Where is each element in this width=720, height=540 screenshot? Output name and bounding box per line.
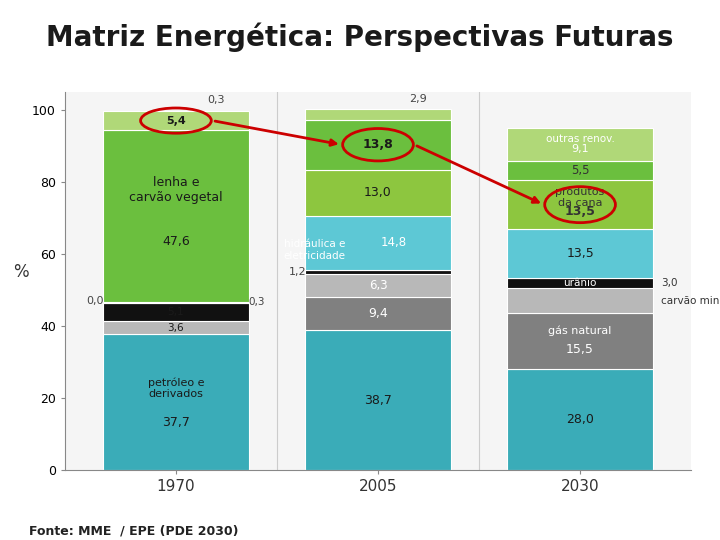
Text: 0,3: 0,3 <box>248 297 265 307</box>
Bar <box>103 302 248 303</box>
Bar <box>508 313 653 369</box>
Y-axis label: %: % <box>13 263 29 281</box>
Bar <box>508 128 653 160</box>
Text: carvão mineral  6,9: carvão mineral 6,9 <box>661 296 720 306</box>
Bar <box>508 278 653 288</box>
Bar <box>305 269 451 274</box>
Bar <box>305 170 451 217</box>
Text: 5,1: 5,1 <box>168 307 184 317</box>
Text: produtos
da cana: produtos da cana <box>555 186 605 208</box>
Text: 9,4: 9,4 <box>368 307 388 320</box>
Bar <box>305 296 451 330</box>
Text: petróleo e
derivados: petróleo e derivados <box>148 377 204 400</box>
Text: 13,0: 13,0 <box>364 186 392 199</box>
Bar <box>305 330 451 470</box>
Text: gás natural: gás natural <box>549 326 612 336</box>
Text: 14,8: 14,8 <box>381 237 408 249</box>
Bar <box>508 180 653 229</box>
Bar <box>103 111 248 130</box>
Text: outras renov.: outras renov. <box>546 134 614 144</box>
Bar <box>103 303 248 321</box>
Bar <box>305 274 451 296</box>
Text: urânio: urânio <box>563 278 597 288</box>
Bar <box>508 160 653 180</box>
Bar <box>103 130 248 302</box>
Text: lenha e
carvão vegetal: lenha e carvão vegetal <box>129 176 222 204</box>
Bar <box>508 229 653 278</box>
Text: 5,5: 5,5 <box>571 164 589 177</box>
Bar <box>508 288 653 313</box>
Bar <box>305 217 451 269</box>
Text: 47,6: 47,6 <box>162 235 190 248</box>
Bar <box>305 120 451 170</box>
Text: 15,5: 15,5 <box>566 343 594 356</box>
Text: 13,8: 13,8 <box>363 138 393 151</box>
Bar <box>103 321 248 334</box>
Text: 28,0: 28,0 <box>566 413 594 426</box>
Text: 9,1: 9,1 <box>571 144 589 154</box>
Text: 0,0: 0,0 <box>86 296 104 306</box>
Text: 2,9: 2,9 <box>410 94 427 104</box>
Text: 13,5: 13,5 <box>566 247 594 260</box>
Text: 37,7: 37,7 <box>162 416 190 429</box>
Text: 1,2: 1,2 <box>289 267 306 277</box>
Text: 38,7: 38,7 <box>364 394 392 407</box>
Text: 3,0: 3,0 <box>661 278 678 288</box>
Text: 5,4: 5,4 <box>166 116 186 126</box>
Text: 0,3: 0,3 <box>207 96 225 105</box>
Text: 13,5: 13,5 <box>564 205 595 219</box>
Bar <box>508 369 653 470</box>
Text: hidráulica e
eletricidade: hidráulica e eletricidade <box>284 239 346 261</box>
Text: Fonte: MME  / EPE (PDE 2030): Fonte: MME / EPE (PDE 2030) <box>29 524 238 538</box>
Text: Matriz Energética: Perspectivas Futuras: Matriz Energética: Perspectivas Futuras <box>46 23 674 52</box>
Text: 3,6: 3,6 <box>168 322 184 333</box>
Bar <box>103 334 248 470</box>
Bar <box>305 110 451 120</box>
Text: 6,3: 6,3 <box>369 279 387 292</box>
